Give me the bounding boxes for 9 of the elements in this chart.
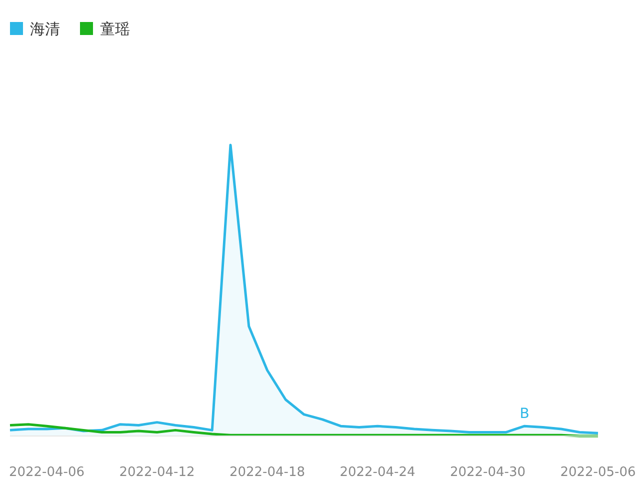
x-tick-label: 2022-04-30 [450, 465, 526, 480]
annotation: B [520, 406, 530, 422]
x-tick-label: 2022-04-12 [119, 465, 195, 480]
x-tick-label: 2022-04-06 [8, 465, 85, 480]
legend-label: 童瑶 [100, 20, 130, 38]
x-tick-label: 2022-04-18 [229, 465, 306, 480]
x-tick-label: 2022-04-24 [340, 465, 416, 480]
legend-label: 海清 [30, 20, 60, 38]
x-tick-label: 2022-05-06 [560, 465, 636, 480]
